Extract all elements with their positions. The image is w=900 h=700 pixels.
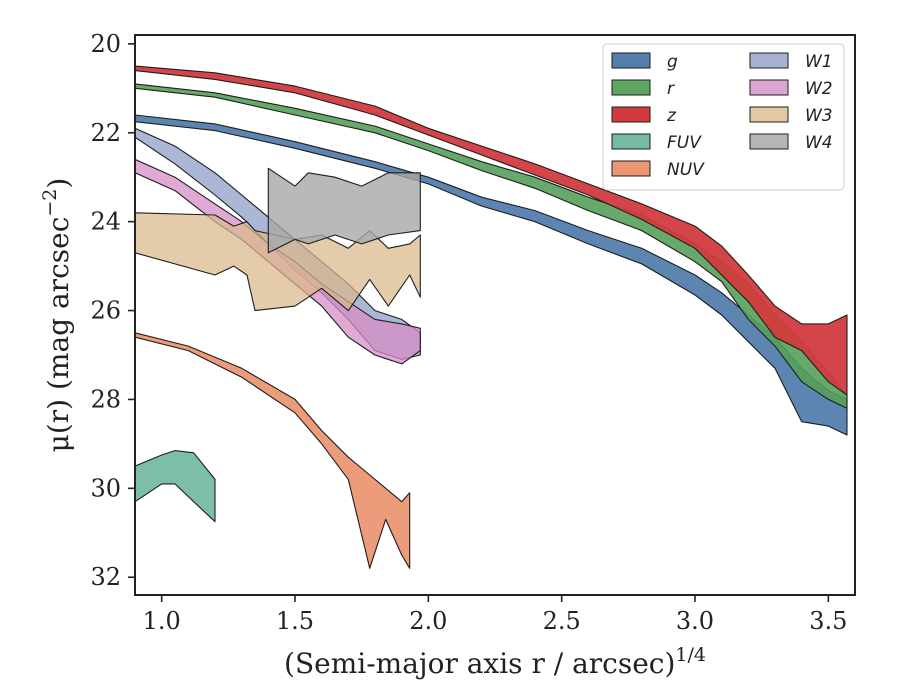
legend-label-w2: W2 xyxy=(805,79,833,99)
y-tick-label: 20 xyxy=(90,30,121,58)
x-axis-label-superscript: 1/4 xyxy=(675,644,706,666)
legend-swatch-z xyxy=(611,106,651,123)
x-axis-label: (Semi-major axis r / arcsec)1/4 xyxy=(284,644,706,680)
plot-frame xyxy=(134,34,856,596)
band-layer xyxy=(135,65,848,569)
x-tick-label: 2.5 xyxy=(543,607,581,635)
legend-label-g: g xyxy=(667,52,678,72)
legend-label-w1: W1 xyxy=(805,52,833,72)
legend-label-fuv: FUV xyxy=(667,133,702,153)
y-tick-label: 30 xyxy=(90,474,121,502)
legend: grz FUV NUV W1 W2 W3 W4 xyxy=(602,43,845,191)
legend-swatch-r xyxy=(611,79,651,96)
legend-swatch-g xyxy=(611,52,651,69)
x-axis-label-main: (Semi-major axis r / arcsec) xyxy=(284,647,675,680)
y-axis-ticks: 20 22 24 26 28 30 32 xyxy=(90,30,135,591)
y-tick-label: 28 xyxy=(90,385,121,413)
band-nuv xyxy=(135,332,411,569)
band-r xyxy=(135,83,848,409)
legend-label-r: r xyxy=(667,79,675,99)
band-w4 xyxy=(267,167,421,254)
x-tick-label: 3.5 xyxy=(809,607,847,635)
x-axis-ticks: 1.0 1.5 2.0 2.5 3.0 3.5 xyxy=(143,595,847,635)
band-w3 xyxy=(135,212,421,312)
band-g xyxy=(135,114,848,436)
y-axis-label-suffix: ) xyxy=(42,178,75,189)
legend-label-w4: W4 xyxy=(805,133,833,153)
y-axis-label-main: μ(r) (mag arcsec xyxy=(42,217,75,453)
legend-swatch-w4 xyxy=(749,133,789,150)
legend-swatch-w1 xyxy=(749,52,789,69)
y-tick-label: 26 xyxy=(90,297,121,325)
y-tick-label: 22 xyxy=(90,119,121,147)
legend-label-z: z xyxy=(666,106,677,126)
legend-items: grz FUV NUV W1 W2 W3 W4 xyxy=(611,52,833,180)
band-fuv xyxy=(135,450,216,523)
legend-label-nuv: NUV xyxy=(667,160,705,180)
y-tick-label: 24 xyxy=(90,208,121,236)
legend-swatch-w3 xyxy=(749,106,789,123)
x-tick-label: 1.0 xyxy=(143,607,181,635)
x-tick-label: 3.0 xyxy=(676,607,714,635)
legend-swatch-w2 xyxy=(749,79,789,96)
legend-swatch-fuv xyxy=(611,133,651,150)
x-tick-label: 2.0 xyxy=(409,607,447,635)
legend-label-w3: W3 xyxy=(805,106,833,126)
x-tick-label: 1.5 xyxy=(276,607,314,635)
y-axis-label: μ(r) (mag arcsec−2) xyxy=(39,178,75,453)
legend-swatch-nuv xyxy=(611,160,651,177)
y-tick-label: 32 xyxy=(90,563,121,591)
y-axis-label-superscript: −2 xyxy=(39,189,61,217)
band-z xyxy=(135,65,848,396)
